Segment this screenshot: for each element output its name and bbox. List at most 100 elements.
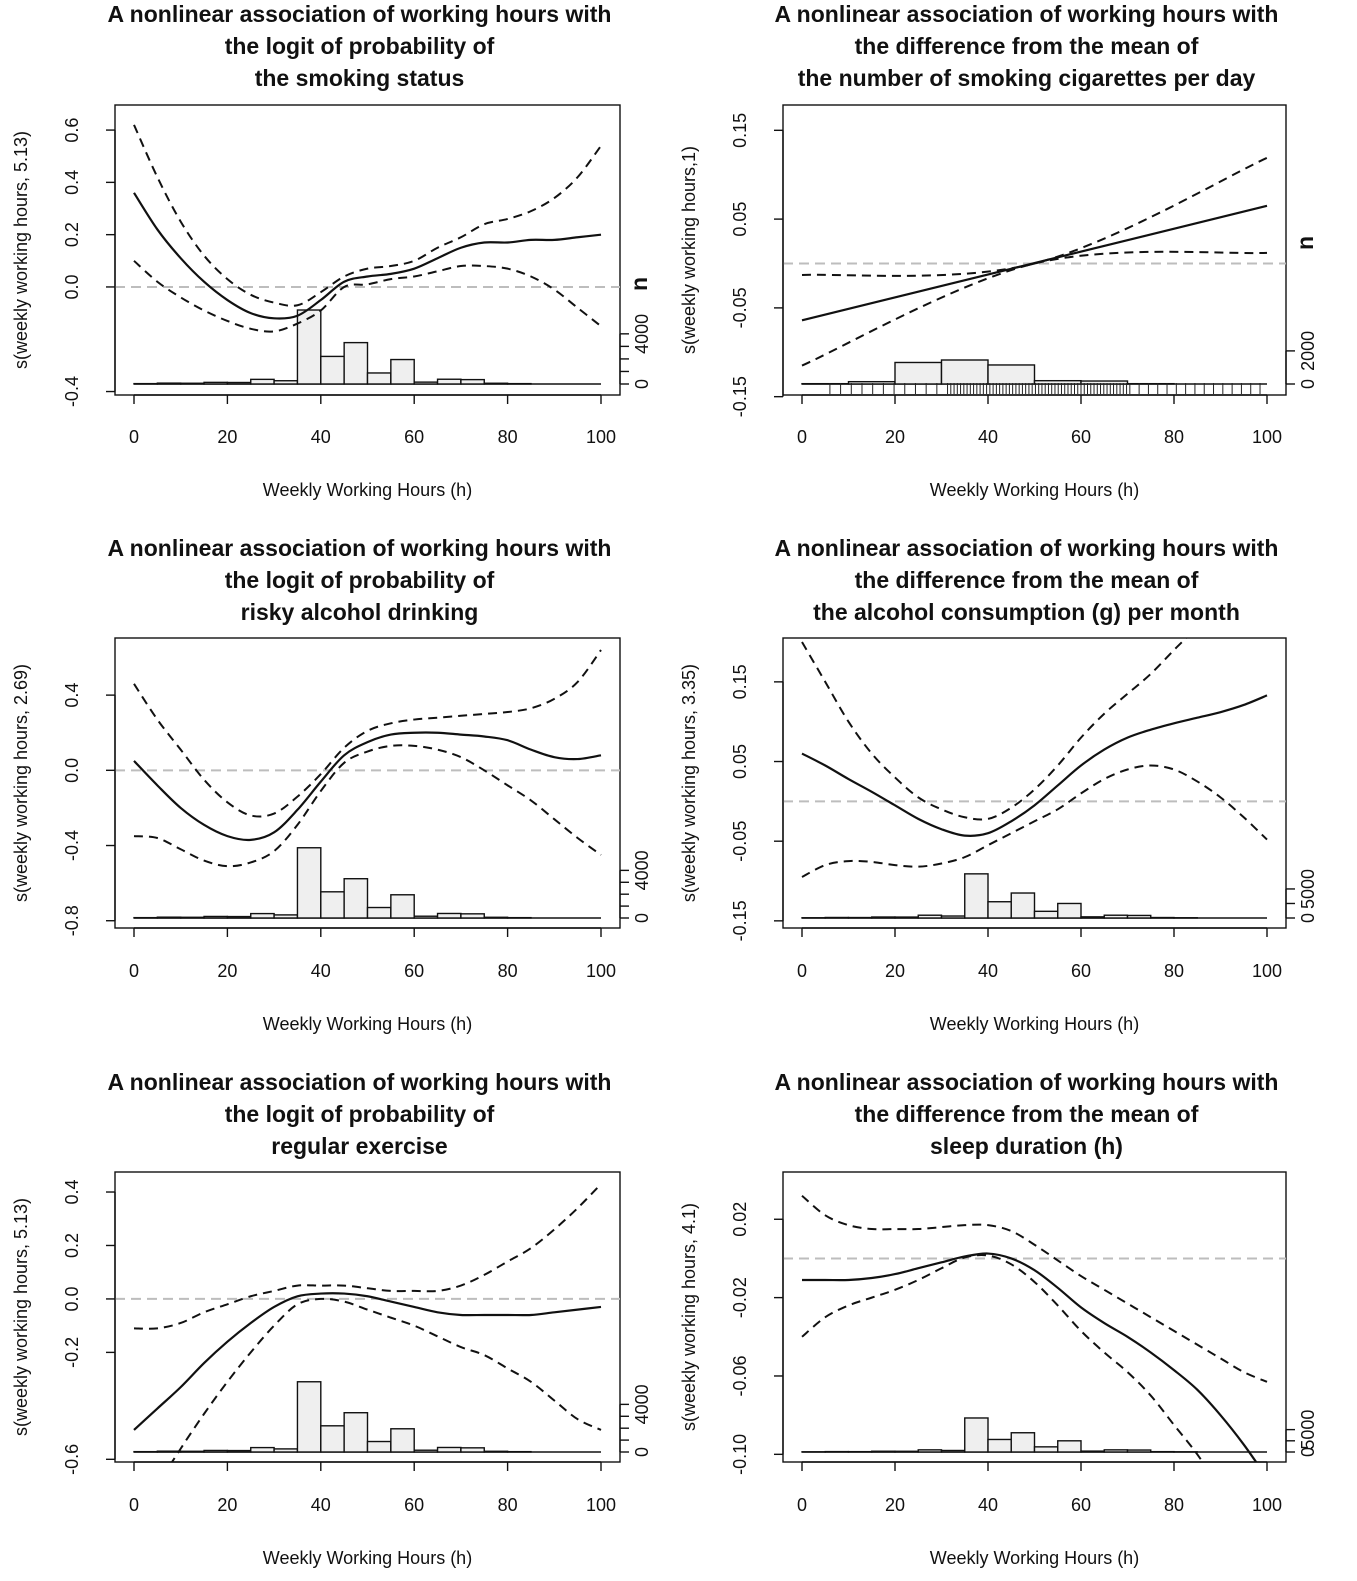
panel-title: A nonlinear association of working hours…: [108, 535, 612, 625]
y-tick-label: 0.6: [62, 118, 82, 143]
histogram-bar: [1057, 1440, 1082, 1453]
x-tick-label: 20: [217, 427, 237, 447]
panel-title-line: the alcohol consumption (g) per month: [813, 599, 1240, 625]
panel-6: A nonlinear association of working hours…: [679, 1069, 1318, 1568]
y-tick-label: 0.05: [730, 202, 750, 237]
histogram-bar: [250, 912, 275, 919]
lower-ci-line: [133, 744, 602, 868]
panel-title: A nonlinear association of working hours…: [108, 1069, 612, 1159]
count-tick-label: 0: [1298, 913, 1318, 923]
panel-title-line: the difference from the mean of: [855, 567, 1199, 593]
count-tick-label: 0: [1298, 379, 1318, 389]
x-tick-label: 80: [1164, 961, 1184, 981]
lower-ci-line: [801, 250, 1268, 367]
histogram-bar: [250, 378, 275, 385]
y-tick-label: -0.15: [730, 900, 750, 941]
histogram-bar: [366, 906, 392, 919]
y-tick-label: 0.4: [62, 683, 82, 708]
upper-ci-line: [801, 638, 1188, 821]
panel-title-line: the difference from the mean of: [855, 33, 1199, 59]
upper-ci-line: [801, 156, 1268, 277]
y-tick-label: 0.05: [730, 744, 750, 779]
x-tick-label: 100: [586, 961, 616, 981]
x-tick-label: 0: [797, 961, 807, 981]
curves: [133, 1183, 602, 1462]
histogram-bar: [1103, 914, 1129, 919]
x-tick-label: 80: [498, 961, 518, 981]
histogram-bar: [156, 1450, 182, 1453]
panel-title-line: sleep duration (h): [930, 1133, 1123, 1159]
y-axis: -0.6 -0.2 0.0 0.2 0.4: [62, 1180, 116, 1475]
count-tick-label: 0: [632, 1447, 652, 1457]
x-tick-label: 100: [586, 427, 616, 447]
panel-title-line: risky alcohol drinking: [241, 599, 479, 625]
histogram-bar: [483, 1450, 509, 1453]
y-tick-label: -0.02: [730, 1277, 750, 1318]
histogram-bar: [366, 372, 392, 385]
x-tick-label: 60: [1071, 1495, 1091, 1515]
x-tick-label: 0: [129, 961, 139, 981]
y-tick-label: 0.0: [62, 274, 82, 299]
curves: [133, 124, 602, 333]
histogram-bar: [203, 1449, 229, 1453]
y-tick-label: -0.2: [62, 1337, 82, 1368]
x-tick-label: 100: [1252, 961, 1282, 981]
histogram-bar: [179, 916, 205, 919]
x-tick-label: 80: [1164, 1495, 1184, 1515]
histogram-bar: [413, 1449, 439, 1453]
histogram-bar: [460, 913, 485, 919]
x-tick-label: 20: [217, 1495, 237, 1515]
y-tick-label: 0.0: [62, 758, 82, 783]
y-axis: -0.8 -0.4 0.0 0.4: [62, 683, 116, 936]
count-axis: 0 4000: [619, 850, 652, 923]
y-axis-label: s(weekly working hours,1): [679, 146, 699, 354]
count-tick-label: 0: [632, 913, 652, 923]
count-tick-label: 2000: [1298, 331, 1318, 371]
y-tick-label: 0.15: [730, 113, 750, 148]
y-tick-label: 0.0: [62, 1286, 82, 1311]
histogram-bar: [273, 914, 299, 919]
count-axis-label: n: [626, 277, 652, 291]
panel-title-line: A nonlinear association of working hours…: [775, 1, 1279, 27]
x-axis: 0 20 40 60 80 100: [129, 927, 616, 981]
x-axis: 0 20 40 60 80 100: [797, 927, 1282, 981]
histogram-bar: [296, 847, 322, 919]
histogram-bar: [987, 364, 1036, 385]
x-axis-label: Weekly Working Hours (h): [930, 480, 1139, 500]
x-tick-label: 20: [217, 961, 237, 981]
upper-ci-line: [133, 1183, 602, 1330]
x-tick-label: 80: [498, 1495, 518, 1515]
histogram-bar: [987, 1438, 1012, 1453]
y-tick-label: -0.10: [730, 1434, 750, 1475]
histogram-bar: [203, 381, 229, 385]
upper-ci-line: [133, 124, 602, 307]
x-tick-label: 100: [586, 1495, 616, 1515]
y-tick-label: 0.02: [730, 1202, 750, 1237]
histogram-bar: [273, 1448, 299, 1453]
x-tick-label: 60: [404, 1495, 424, 1515]
x-tick-label: 100: [1252, 427, 1282, 447]
histogram-bar: [987, 901, 1012, 919]
panel-title-line: A nonlinear association of working hours…: [108, 535, 612, 561]
panel-4: A nonlinear association of working hours…: [679, 535, 1318, 1034]
smooth-fit-line: [133, 192, 602, 320]
histogram-bar: [250, 1446, 275, 1453]
histogram-bar: [1126, 914, 1152, 919]
panel-title-line: A nonlinear association of working hours…: [775, 535, 1279, 561]
y-axis: -0.15 -0.05 0.05 0.15: [730, 664, 784, 941]
panel-title: A nonlinear association of working hours…: [775, 1, 1279, 91]
histogram-bar: [1126, 1449, 1152, 1453]
x-tick-label: 60: [1071, 961, 1091, 981]
histogram-bar: [964, 873, 989, 919]
panel-title-line: the difference from the mean of: [855, 1101, 1199, 1127]
histogram-bar: [894, 361, 943, 385]
count-axis: 0 5000: [1285, 869, 1318, 923]
x-tick-label: 20: [885, 1495, 905, 1515]
y-axis: -0.15 -0.05 0.05 0.15: [730, 113, 784, 417]
y-tick-label: 0.4: [62, 170, 82, 195]
curves: [133, 649, 602, 868]
upper-ci-line: [133, 649, 602, 818]
curves: [801, 156, 1268, 367]
x-axis-label: Weekly Working Hours (h): [263, 1548, 472, 1568]
